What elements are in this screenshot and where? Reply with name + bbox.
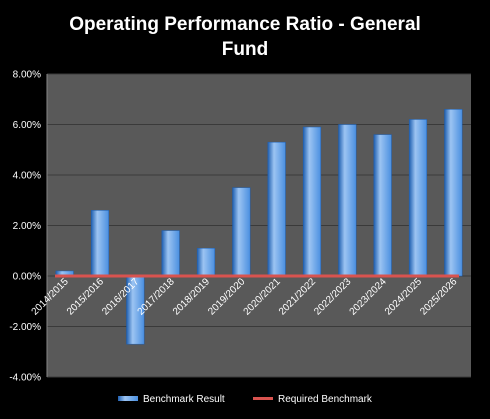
chart-title-line-1: Operating Performance Ratio - General [69, 14, 421, 35]
bars [55, 109, 463, 345]
bar-2023-2024 [373, 134, 392, 277]
bar-2025-2026 [444, 109, 463, 277]
y-tick-label: 2.00% [13, 221, 41, 232]
bar-2015-2016 [90, 210, 110, 277]
bar-2021-2022 [302, 126, 322, 277]
chart-title-line-2: Fund [222, 39, 268, 60]
legend-label-benchmark-result: Benchmark Result [143, 394, 225, 405]
y-tick-label: 6.00% [13, 120, 41, 131]
bar-2024-2025 [408, 119, 428, 277]
y-tick-label: -4.00% [9, 373, 41, 384]
bar-2020-2021 [267, 141, 286, 277]
bar-2018-2019 [196, 247, 216, 277]
legend-swatch-benchmark-result [118, 396, 138, 401]
legend-label-required-benchmark: Required Benchmark [278, 394, 373, 405]
y-tick-label: -2.00% [9, 322, 41, 333]
y-tick-label: 8.00% [13, 70, 41, 81]
bar-2022-2023 [338, 124, 357, 277]
legend-swatch-required-benchmark [253, 397, 273, 400]
bar-2019-2020 [232, 187, 251, 277]
grid-lines [46, 73, 471, 378]
bar-2017-2018 [161, 230, 180, 277]
y-tick-label: 4.00% [13, 171, 41, 182]
legend: Benchmark Result Required Benchmark [118, 394, 373, 405]
y-axis-ticks: 8.00% 6.00% 4.00% 2.00% 0.00% -2.00% -4.00% [9, 70, 41, 384]
y-tick-label: 0.00% [13, 272, 41, 283]
